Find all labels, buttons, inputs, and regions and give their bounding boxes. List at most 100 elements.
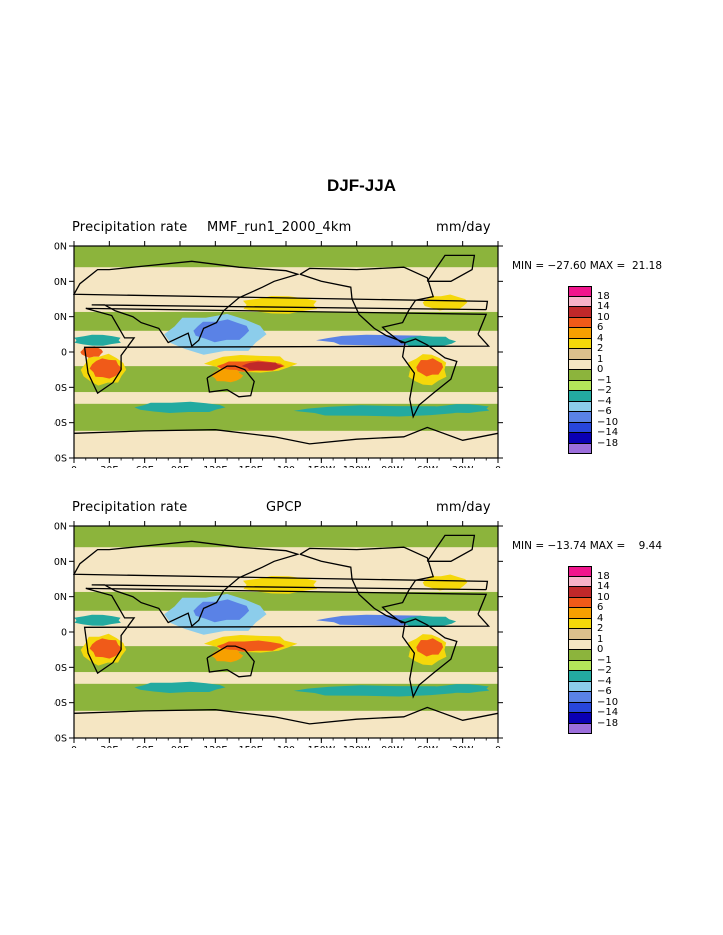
- colorbar-swatch: [568, 723, 592, 734]
- y-tick-label: 90S: [54, 454, 67, 465]
- contour-yellow-atlantic-storm-track: [422, 574, 468, 591]
- x-tick-label: 30W: [452, 465, 474, 468]
- max-label: MAX =: [589, 540, 626, 552]
- contour-blue-asian-monsoon-core: [193, 599, 250, 623]
- contour-orange-south-america: [416, 358, 444, 377]
- colorbar-swatch: [568, 618, 592, 629]
- colorbar-swatch: [568, 401, 592, 412]
- contour-band-north-subtropics: [74, 591, 498, 611]
- colorbar-swatch: [568, 370, 592, 381]
- x-tick-label: 60W: [417, 745, 439, 748]
- coastline-1: [72, 260, 489, 348]
- colorbar-swatch: [568, 566, 592, 577]
- colorbar-swatch: [568, 391, 592, 402]
- colorbar-level-label: 10: [597, 311, 610, 323]
- axis-ticks: 0 30E 60E 90E 120E 150E 180 150W 120W 90W 60W 30W 0 9…: [54, 241, 503, 468]
- x-tick-label: 60E: [136, 745, 154, 748]
- colorbar-swatch: [568, 422, 592, 433]
- x-tick-label: 0: [495, 745, 501, 748]
- x-tick-label: 180: [277, 745, 295, 748]
- colorbar-level-label: −2: [597, 665, 612, 676]
- colorbar-level-label: −6: [597, 406, 612, 417]
- colorbar-level-label: −18: [597, 717, 619, 729]
- min-value: −27.60: [547, 260, 587, 272]
- coastline-1: [72, 540, 489, 628]
- y-tick-label: 30S: [54, 663, 67, 674]
- colorbar-level-label: 1: [597, 633, 604, 645]
- min-max-readout: MIN = −27.60 MAX = 21.18: [512, 260, 662, 272]
- colorbar-level-label: −10: [597, 696, 619, 708]
- coastline-3: [299, 266, 435, 344]
- x-tick-label: 0: [495, 465, 501, 468]
- coastline-0: [83, 307, 491, 395]
- y-tick-label: 90N: [54, 242, 67, 253]
- colorbar-swatch: [568, 576, 592, 587]
- colorbar-level-label: −10: [597, 416, 619, 428]
- y-tick-label: 0: [61, 628, 67, 639]
- contour-teal-south-atlantic: [436, 404, 490, 413]
- contour-map-gpcp: 0 30E 60E 90E 120E 150E 180 150W 120W 90W 60W 30W 0 9…: [54, 521, 503, 748]
- colorbar-gpcp: 18 14 10 6 4 2 1 0 −1 −2 −4 −6 −10 −14 −18: [566, 566, 626, 736]
- y-tick-label: 30S: [54, 383, 67, 394]
- x-tick-label: 150E: [239, 745, 263, 748]
- x-tick-label: 0: [71, 745, 77, 748]
- colorbar-level-label: 6: [597, 322, 604, 333]
- coastline-4: [401, 338, 458, 419]
- y-tick-label: 60S: [54, 698, 67, 709]
- min-value: −13.74: [547, 540, 587, 552]
- coastline-6: [73, 426, 499, 445]
- coastlines: [72, 534, 499, 725]
- coastline-5: [426, 534, 476, 562]
- coastline-2: [206, 365, 255, 398]
- figure-title: DJF-JJA: [327, 176, 396, 195]
- colorbar-swatch: [568, 296, 592, 307]
- x-tick-label: 150W: [308, 745, 336, 748]
- colorbar-swatch: [568, 359, 592, 370]
- colorbar-swatch: [568, 713, 592, 724]
- contour-teal-south-pacific: [293, 685, 467, 697]
- y-tick-label: 60S: [54, 418, 67, 429]
- x-tick-label: 120E: [203, 465, 227, 468]
- panel-model: Precipitation rate MMF_run1_2000_4km mm/…: [0, 218, 723, 468]
- colorbar-swatch: [568, 650, 592, 661]
- y-tick-label: 90S: [54, 734, 67, 745]
- colorbar-level-label: −18: [597, 437, 619, 449]
- y-tick-label: 60N: [54, 277, 67, 288]
- x-tick-label: 150E: [239, 465, 263, 468]
- x-tick-label: 30W: [452, 745, 474, 748]
- coastline-5: [426, 254, 476, 282]
- colorbar-swatch: [568, 671, 592, 682]
- max-value: 9.44: [638, 540, 663, 552]
- x-tick-label: 120E: [203, 745, 227, 748]
- x-tick-label: 30E: [100, 465, 118, 468]
- colorbar-level-label: 1: [597, 353, 604, 365]
- colorbar-swatch: [568, 328, 592, 339]
- colorbar-swatch: [568, 660, 592, 671]
- colorbar-swatch: [568, 587, 592, 598]
- y-tick-label: 30N: [54, 312, 67, 323]
- contour-yellow-pacific-storm-track: [243, 576, 318, 594]
- colorbar-swatch: [568, 433, 592, 444]
- contour-band-arctic: [74, 526, 498, 548]
- colorbar-swatch: [568, 702, 592, 713]
- contour-orange-southern-africa: [89, 358, 122, 379]
- y-tick-label: 0: [61, 348, 67, 359]
- coastline-0: [83, 587, 491, 675]
- panel-variable-label: Precipitation rate: [72, 500, 188, 515]
- contour-gold-north-australia: [211, 648, 244, 663]
- colorbar-level-label: −1: [597, 374, 612, 386]
- colorbar-swatch: [568, 338, 592, 349]
- coastline-6: [73, 706, 499, 725]
- x-tick-label: 180: [277, 465, 295, 468]
- contour-gold-north-australia: [211, 368, 244, 383]
- colorbar-level-label: −4: [597, 395, 612, 407]
- coastline-3: [299, 546, 435, 624]
- colorbar-swatch: [568, 629, 592, 640]
- x-tick-label: 90E: [171, 465, 189, 468]
- contour-red-spcz: [241, 361, 284, 371]
- panel-dataset-label: GPCP: [266, 500, 302, 515]
- colorbar-level-label: 0: [597, 364, 604, 375]
- colorbar-level-label: 14: [597, 581, 610, 592]
- colorbar-level-label: −1: [597, 654, 612, 666]
- colorbar-level-label: 6: [597, 602, 604, 613]
